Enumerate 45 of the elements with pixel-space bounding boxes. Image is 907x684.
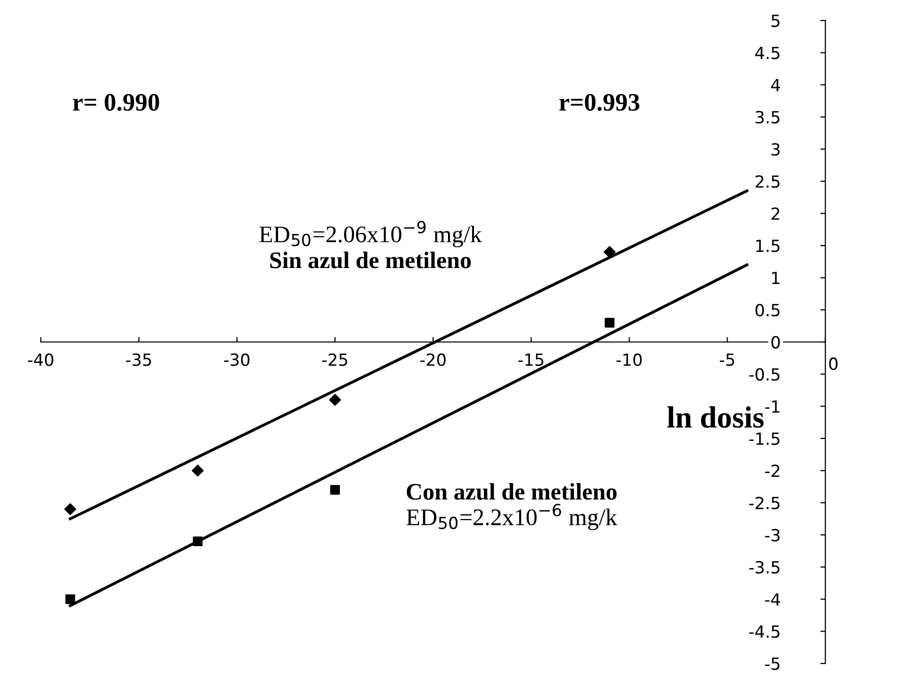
y-tick-label: 3.5: [756, 110, 780, 124]
annotation: Con azul de metileno: [406, 483, 617, 500]
y-tick-label: -3.5: [749, 561, 780, 574]
y-tick-label: -2.5: [749, 496, 780, 510]
y-tick-label: 4.5: [755, 46, 780, 60]
annotation: r= 0.990: [72, 94, 160, 111]
x-axis-title: ln dosis: [667, 406, 764, 428]
point: [604, 318, 614, 328]
annotation: r=0.993: [559, 94, 640, 111]
y-tick-label: -2: [765, 464, 780, 477]
y-tick-label: 1.5: [756, 240, 780, 252]
x-tick-label: -30: [224, 353, 250, 366]
point: [604, 246, 616, 258]
y-tick-label: -5: [765, 658, 780, 670]
y-tick-label: 4: [771, 78, 780, 92]
y-tick-label: -0.5: [749, 368, 780, 381]
y-tick-label: 1: [772, 272, 780, 284]
y-tick-label: 5: [772, 14, 780, 28]
x-tick-label: -20: [420, 353, 446, 366]
x-tick-label: -5: [720, 354, 734, 366]
x-tick-label: -40: [28, 353, 54, 366]
x-tick-label: -10: [616, 353, 642, 366]
y-tick-label: 2: [772, 207, 780, 220]
y-tick-label: -4: [765, 593, 780, 606]
point: [65, 594, 76, 604]
x-tick-label: -15: [518, 354, 544, 366]
x-tick-label: -35: [126, 353, 152, 366]
point: [329, 394, 341, 406]
y-tick-label: 3: [772, 143, 780, 156]
annotation: ED$_{50}$=2.2x10$^{−6}$ mg/k: [406, 504, 618, 530]
point: [192, 464, 204, 476]
x-tick-label: 0: [829, 357, 838, 370]
x-tick-label: -25: [322, 353, 348, 366]
y-tick-label: 0.5: [756, 304, 780, 316]
y-tick-label: 0: [771, 336, 780, 349]
point: [192, 536, 203, 546]
y-tick-label: -4.5: [749, 626, 780, 638]
y-tick-label: -1: [765, 400, 780, 413]
annotation: ED$_{50}$=2.06x10$^{−9}$ mg/k: [259, 220, 482, 248]
y-tick-label: -1.5: [749, 432, 780, 446]
point: [330, 485, 340, 495]
y-tick-label: 2.5: [756, 175, 780, 188]
point: [64, 503, 76, 516]
annotation: Sin azul de metileno: [270, 252, 471, 268]
y-tick-label: -3: [765, 528, 780, 542]
